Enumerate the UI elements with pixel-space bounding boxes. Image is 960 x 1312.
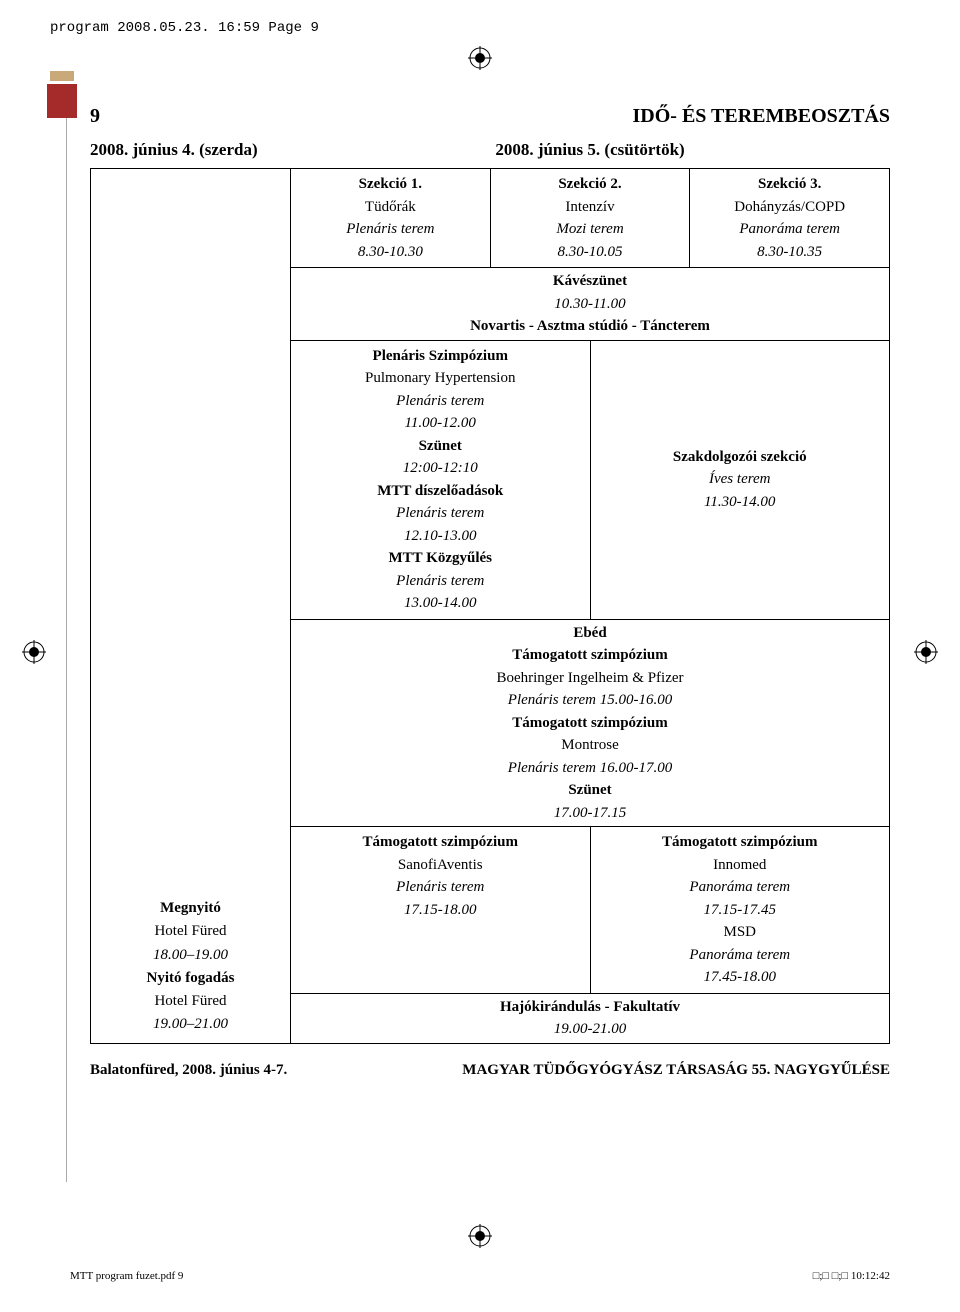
aft-right-title: Támogatott szimpózium [597,831,884,854]
plen-break-label: Szünet [297,435,584,458]
thursday-column: Szekció 1. Tüdőrák Plenáris terem 8.30-1… [290,168,890,1044]
szak-time: 11.30-14.00 [597,491,884,514]
aft-left-time: 17.15-18.00 [297,899,584,922]
aft-right-sponsor1: Innomed [597,854,884,877]
page-content: 9 IDŐ- ÉS TEREMBEOSZTÁS 2008. június 4. … [90,105,890,1079]
section-1-room: Plenáris terem [297,218,484,241]
aft-right-room2: Panoráma terem [597,944,884,967]
date-wednesday: 2008. június 4. (szerda) [90,140,290,160]
print-meta-header: program 2008.05.23. 16:59 Page 9 [50,20,319,36]
page-number: 9 [90,105,100,128]
novartis-line: Novartis - Asztma stúdió - Táncterem [291,315,889,338]
header-row: 9 IDŐ- ÉS TEREMBEOSZTÁS [90,105,890,128]
crop-mark-icon [468,46,492,70]
page-title: IDŐ- ÉS TEREMBEOSZTÁS [633,105,891,128]
szak-title: Szakdolgozói szekció [597,446,884,469]
mtt-disc-time: 12.10-13.00 [297,525,584,548]
section-3-topic: Dohányzás/COPD [696,196,883,219]
lunch-break-label: Szünet [291,779,889,802]
wed-reception-location: Hotel Füred [99,990,282,1013]
wed-open-time: 18.00–19.00 [99,944,282,967]
mtt-gen-room: Plenáris terem [297,570,584,593]
lunch-title: Ebéd [291,622,889,645]
pdf-footer-right: □;□ □;□ 10:12:42 [813,1270,890,1282]
plen-symp-room: Plenáris terem [297,390,584,413]
aft-right-sponsor2: MSD [597,921,884,944]
section-2-title: Szekció 2. [497,173,684,196]
mtt-gen-label: MTT Közgyűlés [297,547,584,570]
aft-right-time1: 17.15-17.45 [597,899,884,922]
szak-cell: Szakdolgozói szekció Íves terem 11.30-14… [590,341,890,619]
footer-right: MAGYAR TÜDŐGYÓGYÁSZ TÁRSASÁG 55. NAGYGYŰ… [462,1062,890,1079]
wed-open-label: Megnyitó [99,897,282,920]
boat-time: 19.00-21.00 [291,1018,889,1041]
red-accent-bar [47,84,77,118]
page-footer-row: Balatonfüred, 2008. június 4-7. MAGYAR T… [90,1062,890,1079]
novartis-text: Novartis - Asztma stúdió - Táncterem [470,318,710,334]
schedule-table: Megnyitó Hotel Füred 18.00–19.00 Nyitó f… [90,168,890,1044]
section-2-cell: Szekció 2. Intenzív Mozi terem 8.30-10.0… [490,169,690,267]
wed-reception-time: 19.00–21.00 [99,1013,282,1036]
date-thursday: 2008. június 5. (csütörtök) [290,140,890,160]
wed-reception-label: Nyitó fogadás [99,967,282,990]
lunch-symp2: Támogatott szimpózium [291,712,889,735]
coffee-label: Kávészünet [291,270,889,293]
footer-left: Balatonfüred, 2008. június 4-7. [90,1062,287,1079]
plen-symp-time: 11.00-12.00 [297,412,584,435]
section-3-time: 8.30-10.35 [696,241,883,264]
date-row: 2008. június 4. (szerda) 2008. június 5.… [90,140,890,160]
aft-left-title: Támogatott szimpózium [297,831,584,854]
mtt-disc-room: Plenáris terem [297,502,584,525]
szak-room: Íves terem [597,468,884,491]
sections-row: Szekció 1. Tüdőrák Plenáris terem 8.30-1… [291,169,889,267]
aft-left-sponsor: SanofiAventis [297,854,584,877]
lunch-sponsor2: Montrose [291,734,889,757]
boat-title: Hajókirándulás - Fakultatív [291,996,889,1019]
section-1-time: 8.30-10.30 [297,241,484,264]
section-1-title: Szekció 1. [297,173,484,196]
wed-open-location: Hotel Füred [99,920,282,943]
section-2-topic: Intenzív [497,196,684,219]
lunch-room2: Plenáris terem 16.00-17.00 [291,757,889,780]
section-1-topic: Tüdőrák [297,196,484,219]
lunch-symp1: Támogatott szimpózium [291,644,889,667]
afternoon-right-cell: Támogatott szimpózium Innomed Panoráma t… [590,827,890,993]
crop-mark-icon [914,640,938,664]
section-2-time: 8.30-10.05 [497,241,684,264]
plen-symp-title: Plenáris Szimpózium [297,345,584,368]
crop-mark-icon [468,1224,492,1248]
section-1-cell: Szekció 1. Tüdőrák Plenáris terem 8.30-1… [291,169,490,267]
tan-strip [50,71,74,81]
boat-row: Hajókirándulás - Fakultatív 19.00-21.00 [291,993,889,1043]
aft-left-room: Plenáris terem [297,876,584,899]
aft-right-time2: 17.45-18.00 [597,966,884,989]
section-2-room: Mozi terem [497,218,684,241]
pdf-footer-left: MTT program fuzet.pdf 9 [70,1270,183,1282]
mtt-disc-label: MTT díszelőadások [297,480,584,503]
lunch-break-time: 17.00-17.15 [291,802,889,825]
fold-line [66,118,67,1182]
plen-symp-subtitle: Pulmonary Hypertension [297,367,584,390]
lunch-room1: Plenáris terem 15.00-16.00 [291,689,889,712]
pdf-footer: MTT program fuzet.pdf 9 □;□ □;□ 10:12:42 [70,1270,890,1282]
lunch-row: Ebéd Támogatott szimpózium Boehringer In… [291,619,889,827]
wednesday-column: Megnyitó Hotel Füred 18.00–19.00 Nyitó f… [90,168,290,1044]
section-3-cell: Szekció 3. Dohányzás/COPD Panoráma terem… [689,169,889,267]
section-3-room: Panoráma terem [696,218,883,241]
coffee-time: 10.30-11.00 [291,293,889,316]
plenary-cell: Plenáris Szimpózium Pulmonary Hypertensi… [291,341,590,619]
crop-mark-icon [22,640,46,664]
coffee-break-row: Kávészünet 10.30-11.00 Novartis - Asztma… [291,267,889,340]
mtt-gen-time: 13.00-14.00 [297,592,584,615]
plenary-row: Plenáris Szimpózium Pulmonary Hypertensi… [291,340,889,619]
afternoon-row: Támogatott szimpózium SanofiAventis Plen… [291,826,889,993]
afternoon-left-cell: Támogatott szimpózium SanofiAventis Plen… [291,827,590,993]
aft-right-room1: Panoráma terem [597,876,884,899]
lunch-sponsor1: Boehringer Ingelheim & Pfizer [291,667,889,690]
plen-break-time: 12:00-12:10 [297,457,584,480]
section-3-title: Szekció 3. [696,173,883,196]
